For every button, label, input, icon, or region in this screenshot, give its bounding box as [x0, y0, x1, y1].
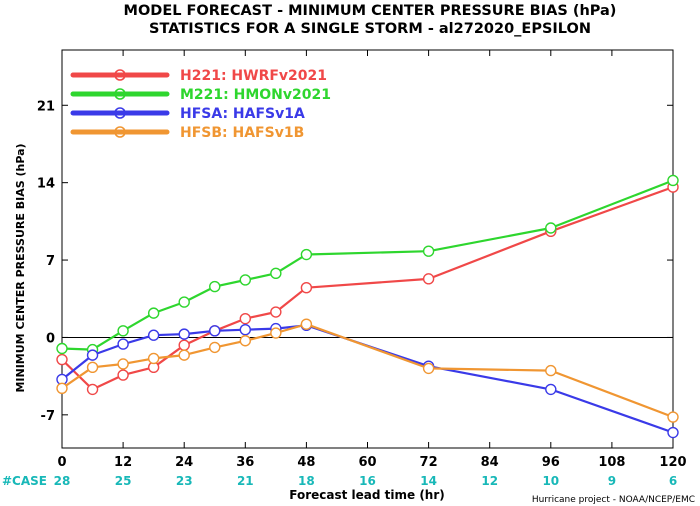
x-axis-label: Forecast lead time (hr)	[289, 488, 445, 502]
data-point-hafsv1b	[239, 335, 252, 347]
case-count: 23	[176, 474, 193, 488]
data-point-hwrfv2021	[422, 273, 435, 285]
data-point-hwrfv2021	[86, 383, 99, 396]
data-point-hafsv1b	[178, 349, 190, 361]
data-point-hafsv1b	[545, 364, 557, 377]
data-point-hwrfv2021	[117, 369, 129, 381]
case-count: 28	[54, 474, 71, 488]
legend-marker-hwrfv2021	[114, 69, 126, 81]
data-point-hafsv1a	[86, 349, 99, 361]
case-count: 14	[420, 474, 437, 488]
legend-label-hmonv2021: M221: HMONv2021	[180, 87, 331, 103]
y-tick-label: 14	[37, 177, 55, 192]
data-point-hwrfv2021	[239, 312, 252, 325]
chart-subtitle: STATISTICS FOR A SINGLE STORM - al272020…	[149, 21, 591, 37]
series-line-hmonv2021	[61, 179, 674, 351]
x-tick-label: 96	[542, 455, 560, 470]
data-point-hmonv2021	[667, 174, 679, 187]
data-point-hmonv2021	[270, 267, 282, 280]
x-tick-label: 108	[598, 455, 625, 470]
x-tick-label: 12	[114, 455, 132, 470]
legend-marker-hmonv2021	[114, 88, 126, 100]
data-point-hwrfv2021	[300, 281, 313, 294]
data-point-hafsv1b	[86, 361, 99, 373]
case-count: 16	[359, 474, 376, 488]
y-tick-label: 7	[46, 254, 55, 269]
data-point-hmonv2021	[239, 274, 252, 286]
x-tick-label: 24	[175, 455, 193, 470]
x-tick-label: 120	[659, 455, 686, 470]
plot-frame	[61, 49, 674, 449]
legend-label-hwrfv2021: H221: HWRFv2021	[180, 68, 327, 84]
legend-marker-hafsv1a	[114, 107, 126, 119]
data-point-hafsv1b	[422, 362, 435, 375]
x-tick-label: 0	[57, 455, 66, 470]
legend-marker-hafsv1b	[114, 126, 126, 138]
data-point-hafsv1a	[545, 383, 557, 396]
series-line-hafsv1a	[61, 324, 674, 434]
case-count: 9	[608, 474, 616, 488]
credit-text: Hurricane project - NOAA/NCEP/EMC	[532, 495, 695, 505]
plot-area: 0281225242336214818601672148412961010891…	[2, 49, 687, 488]
case-label: #CASE	[2, 474, 47, 488]
y-tick-label: 21	[37, 99, 55, 114]
data-point-hmonv2021	[117, 325, 129, 337]
y-tick-label: 0	[46, 331, 55, 346]
data-point-hmonv2021	[147, 307, 160, 319]
data-point-hwrfv2021	[178, 339, 190, 351]
legend-label-hafsv1b: HFSB: HAFSv1B	[180, 125, 304, 141]
data-point-hafsv1a	[667, 426, 679, 439]
data-point-hafsv1a	[209, 325, 221, 337]
data-point-hafsv1a	[239, 324, 252, 336]
x-tick-label: 60	[358, 455, 376, 470]
data-point-hafsv1b	[56, 382, 68, 394]
case-count: 6	[669, 474, 677, 488]
data-point-hafsv1b	[209, 341, 221, 354]
chart-title: MODEL FORECAST - MINIMUM CENTER PRESSURE…	[124, 3, 617, 19]
data-point-hafsv1b	[270, 327, 282, 339]
case-count: 25	[115, 474, 132, 488]
data-point-hafsv1a	[117, 338, 129, 350]
case-count: 18	[298, 474, 315, 488]
data-point-hmonv2021	[178, 296, 190, 308]
data-point-hafsv1a	[178, 328, 190, 340]
data-point-hmonv2021	[209, 280, 221, 293]
case-count: 12	[481, 474, 498, 488]
data-point-hafsv1a	[147, 329, 160, 341]
data-point-hmonv2021	[56, 342, 68, 355]
data-point-hmonv2021	[545, 222, 557, 234]
legend-label-hafsv1a: HFSA: HAFSv1A	[180, 106, 305, 122]
data-point-hafsv1b	[117, 358, 129, 370]
data-point-hmonv2021	[300, 248, 313, 261]
data-point-hwrfv2021	[56, 353, 68, 366]
x-tick-label: 84	[481, 455, 499, 470]
data-point-hmonv2021	[422, 245, 435, 257]
y-tick-label: -7	[41, 409, 55, 424]
x-tick-label: 48	[297, 455, 315, 470]
y-axis-label: MINIMUM CENTER PRESSURE BIAS (hPa)	[14, 143, 27, 392]
data-point-hwrfv2021	[270, 306, 282, 318]
x-tick-label: 72	[420, 455, 438, 470]
case-count: 10	[542, 474, 559, 488]
data-point-hafsv1b	[147, 352, 160, 365]
data-point-hafsv1b	[300, 318, 313, 330]
case-count: 21	[237, 474, 254, 488]
data-point-hafsv1b	[667, 411, 679, 423]
x-tick-label: 36	[236, 455, 254, 470]
